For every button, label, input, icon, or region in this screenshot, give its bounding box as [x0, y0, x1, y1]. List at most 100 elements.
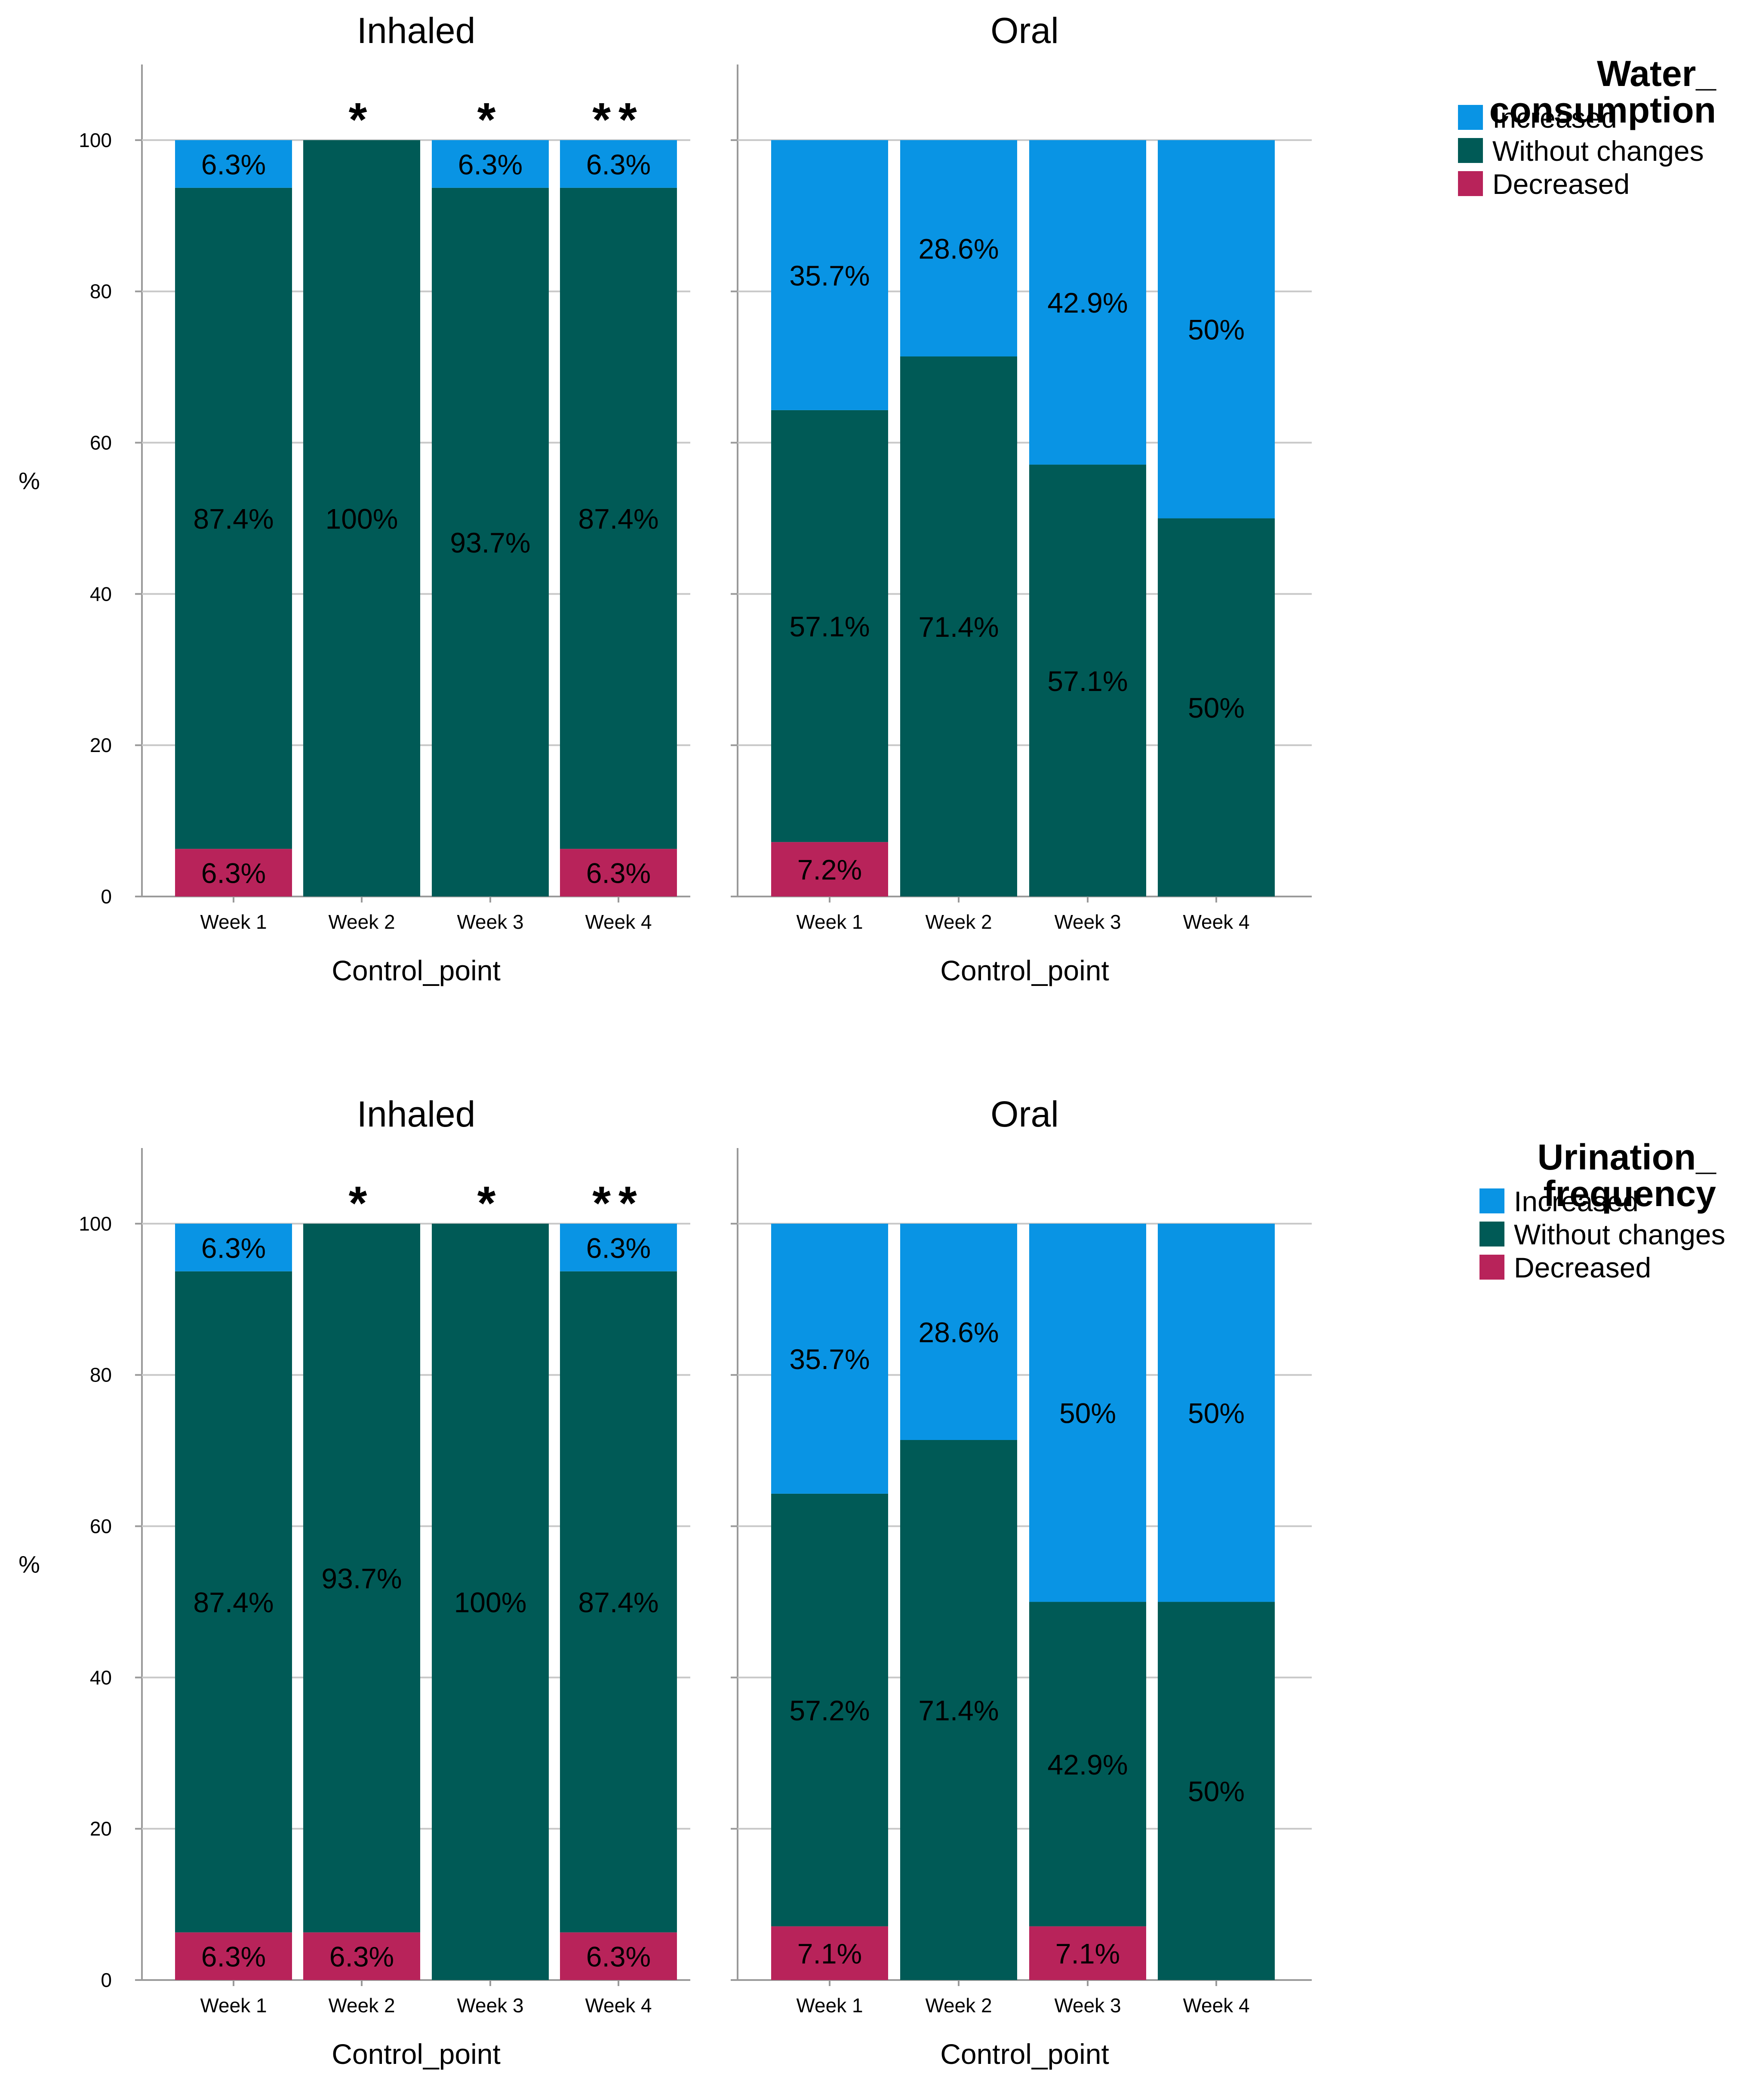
bar-segment-increased — [1029, 1223, 1146, 1602]
x-tick-label: Week 4 — [1183, 911, 1249, 933]
x-tick-label: Week 4 — [1183, 1994, 1249, 2017]
legend-swatch — [1479, 1188, 1504, 1213]
y-tick-label: 0 — [101, 1969, 112, 1991]
legend-item-label: Increased — [1514, 1185, 1639, 1217]
x-tick-label: Week 3 — [457, 911, 523, 933]
x-tick-label: Week 1 — [200, 1994, 267, 2017]
y-tick-label: 80 — [90, 1364, 112, 1386]
bar-segment-without-changes — [900, 356, 1017, 897]
bar-segment-decreased — [560, 1932, 677, 1980]
y-tick-label: 20 — [90, 734, 112, 756]
bar-segment-without-changes — [560, 187, 677, 849]
y-tick-label: 100 — [79, 1213, 112, 1235]
bar-segment-decreased — [771, 1926, 888, 1980]
bar-segment-increased — [900, 140, 1017, 357]
legend-title: consumption — [1489, 90, 1716, 130]
data-label: 6.3% — [586, 1941, 651, 1973]
significance-marker: * — [477, 93, 504, 146]
bar-segment-increased — [560, 1223, 677, 1271]
bar-segment-without-changes — [175, 1271, 292, 1933]
data-label: 57.1% — [1047, 665, 1128, 697]
y-tick-label: 20 — [90, 1818, 112, 1840]
y-tick-label: 100 — [79, 129, 112, 151]
legend-item-label: Decreased — [1514, 1252, 1651, 1283]
data-label: 100% — [454, 1586, 527, 1618]
data-label: 71.4% — [918, 611, 999, 643]
bar-segment-decreased — [303, 1932, 420, 1980]
x-tick-label: Week 2 — [925, 911, 992, 933]
data-label: 7.1% — [1055, 1938, 1120, 1970]
bar-segment-decreased — [771, 842, 888, 896]
figure-row-1: % 0 20 40 60 80 100 Inhaled 6.3% 87.4% 6.3% Week 1 1… — [18, 10, 1716, 986]
y-axis-label: % — [18, 467, 40, 494]
significance-marker: ** — [592, 93, 645, 146]
legend-title: Water_ — [1597, 53, 1716, 94]
legend-title: frequency — [1544, 1173, 1716, 1214]
data-label: 57.2% — [789, 1695, 870, 1726]
bar-segment-increased — [771, 140, 888, 410]
bar-segment-without-changes — [1029, 464, 1146, 896]
data-label: 6.3% — [201, 1232, 266, 1264]
x-tick-label: Week 2 — [328, 911, 395, 933]
data-label: 6.3% — [586, 148, 651, 180]
data-label: 6.3% — [458, 148, 523, 180]
bar-segment-increased — [560, 140, 677, 188]
legend-swatch — [1479, 1255, 1504, 1280]
significance-marker: * — [349, 1177, 375, 1230]
data-label: 100% — [326, 503, 398, 534]
significance-marker: ** — [592, 1177, 645, 1230]
data-label: 42.9% — [1047, 287, 1128, 319]
bar-segment-without-changes — [1158, 518, 1275, 896]
data-label: 7.1% — [797, 1938, 862, 1970]
y-axis-label: % — [18, 1551, 40, 1578]
bar-segment-without-changes — [175, 187, 292, 849]
legend-item-label: Decreased — [1492, 168, 1630, 200]
data-label: 6.3% — [201, 857, 266, 889]
legend-swatch — [1458, 105, 1483, 130]
data-label: 50% — [1188, 1397, 1245, 1429]
x-tick-label: Week 1 — [200, 911, 267, 933]
panel-title: Oral — [990, 10, 1059, 51]
data-label: 50% — [1188, 1775, 1245, 1807]
data-label: 42.9% — [1047, 1749, 1128, 1781]
data-label: 87.4% — [578, 1586, 658, 1618]
legend-swatch — [1479, 1222, 1504, 1246]
bar-segment-without-changes — [303, 140, 420, 897]
x-axis-label: Control_point — [332, 2038, 501, 2070]
bar-segment-without-changes — [771, 410, 888, 842]
x-tick-label: Week 4 — [585, 911, 652, 933]
x-tick-label: Week 3 — [1054, 1994, 1121, 2017]
y-tick-label: 40 — [90, 583, 112, 605]
bar-segment-decreased — [175, 1932, 292, 1980]
panel-title: Oral — [990, 1094, 1059, 1134]
data-label: 35.7% — [789, 260, 870, 292]
bar-segment-without-changes — [1158, 1602, 1275, 1980]
bar-segment-increased — [1029, 140, 1146, 465]
x-axis-label: Control_point — [940, 2038, 1109, 2070]
x-tick-label: Week 3 — [457, 1994, 523, 2017]
data-label: 7.2% — [797, 854, 862, 886]
data-label: 6.3% — [586, 857, 651, 889]
data-label: 93.7% — [321, 1563, 402, 1594]
data-label: 93.7% — [450, 527, 530, 559]
data-label: 50% — [1059, 1397, 1116, 1429]
panel-title: Inhaled — [357, 10, 476, 51]
x-tick-label: Week 1 — [796, 911, 863, 933]
data-label: 28.6% — [918, 1316, 999, 1348]
panel-oral: Oral 7.1% 57.2% 35.7% Week 1 71.4% 28.6% Week 2… — [731, 1094, 1312, 2070]
panel-inhaled: 0 20 40 60 80 100 Inhaled 6.3% 87.4% 6.3% Week 1 6.… — [79, 1094, 690, 2070]
bar-segment-without-changes — [560, 1271, 677, 1933]
data-label: 57.1% — [789, 611, 870, 642]
legend-swatch — [1458, 138, 1483, 163]
figure-row-2: % 0 20 40 60 80 100 Inhaled 6.3% 87.4% 6.3% Week 1 6… — [18, 1094, 1725, 2070]
panel-inhaled: 0 20 40 60 80 100 Inhaled 6.3% 87.4% 6.3% Week 1 10… — [79, 10, 690, 986]
bar-segment-decreased — [1029, 1926, 1146, 1980]
data-label: 6.3% — [329, 1941, 394, 1973]
data-label: 50% — [1188, 692, 1245, 724]
x-tick-label: Week 1 — [796, 1994, 863, 2017]
significance-marker: * — [477, 1177, 504, 1230]
y-tick-label: 40 — [90, 1666, 112, 1689]
legend-title: Urination_ — [1538, 1137, 1717, 1177]
y-tick-label: 0 — [101, 885, 112, 908]
